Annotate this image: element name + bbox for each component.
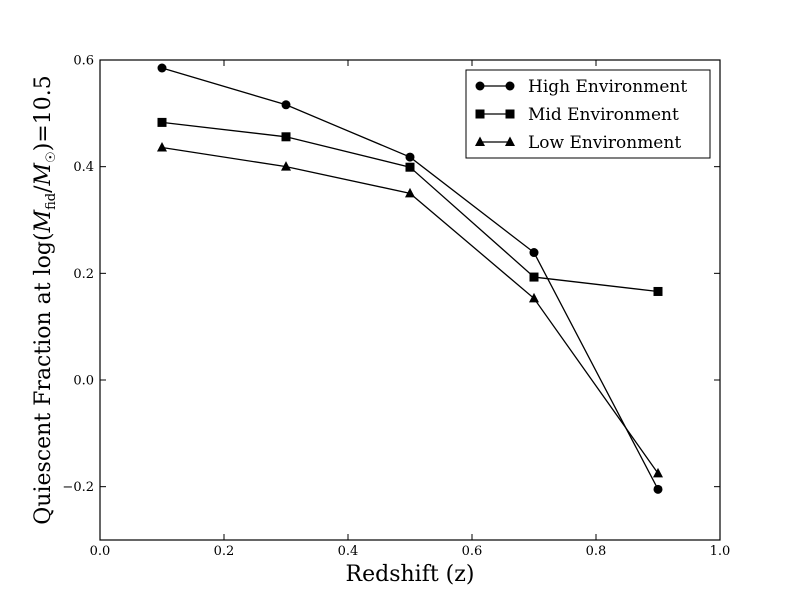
data-point-mid-environment	[281, 132, 291, 142]
axis-ticks: 0.0 0.2 0.4 0.6 0.8 1.0 0.6 0.4 0.2 0.0 −0.2	[62, 54, 730, 560]
legend-label-low-environment: Low Environment	[528, 133, 681, 153]
y-tick-label: 0.0	[73, 374, 94, 389]
legend-label-mid-environment: Mid Environment	[528, 105, 679, 125]
y-tick-label: 0.2	[73, 267, 94, 282]
legend-marker-low-environment	[475, 136, 485, 146]
data-point-high-environment	[405, 152, 415, 162]
legend-marker-mid-environment	[475, 109, 485, 119]
legend-items: High Environment Mid Environment Low Envir…	[475, 77, 687, 153]
legend-marker-high-environment	[505, 81, 515, 91]
data-point-mid-environment	[405, 162, 415, 172]
legend: High Environment Mid Environment Low Envir…	[465, 69, 711, 159]
legend-marker-low-environment	[505, 136, 515, 146]
y-axis-title-m2: M	[31, 162, 56, 186]
y-tick-label: −0.2	[62, 480, 94, 495]
x-tick-label: 0.6	[462, 544, 483, 559]
legend-label-high-environment: High Environment	[528, 77, 687, 97]
y-axis-title-log: log(	[31, 232, 56, 275]
x-tick-label: 0.8	[586, 544, 607, 559]
data-point-mid-environment	[653, 286, 663, 296]
data-point-high-environment	[157, 63, 167, 73]
data-point-low-environment	[157, 141, 167, 152]
y-axis-title-prefix: Quiescent Fraction at	[31, 275, 56, 524]
legend-marker-mid-environment	[505, 109, 515, 119]
x-tick-label: 0.0	[90, 544, 111, 559]
data-point-low-environment	[405, 187, 415, 198]
y-axis-title-m1: M	[31, 209, 56, 233]
y-axis-title-slash: /	[31, 185, 56, 193]
y-axis-title-sub2: ☉	[44, 151, 59, 163]
x-tick-label: 1.0	[710, 544, 731, 559]
data-point-mid-environment	[529, 272, 539, 282]
data-point-high-environment	[281, 100, 291, 110]
y-axis-title-sub1: fid	[44, 193, 59, 210]
y-axis-title-suffix: )=10.5	[31, 75, 56, 151]
data-point-high-environment	[653, 484, 663, 494]
data-point-mid-environment	[157, 117, 167, 127]
data-point-low-environment	[529, 292, 539, 303]
data-point-high-environment	[529, 248, 539, 258]
legend-marker-high-environment	[475, 81, 485, 91]
y-axis-title: Quiescent Fraction at log(Mfid/M☉)=10.5	[31, 75, 59, 524]
x-tick-label: 0.4	[338, 544, 359, 559]
y-tick-label: 0.6	[73, 54, 94, 69]
x-axis-title: Redshift (z)	[346, 562, 475, 587]
data-point-low-environment	[653, 467, 663, 478]
series-layer	[157, 63, 663, 494]
x-tick-label: 0.2	[214, 544, 235, 559]
data-point-low-environment	[281, 161, 291, 171]
y-tick-label: 0.4	[73, 160, 94, 175]
